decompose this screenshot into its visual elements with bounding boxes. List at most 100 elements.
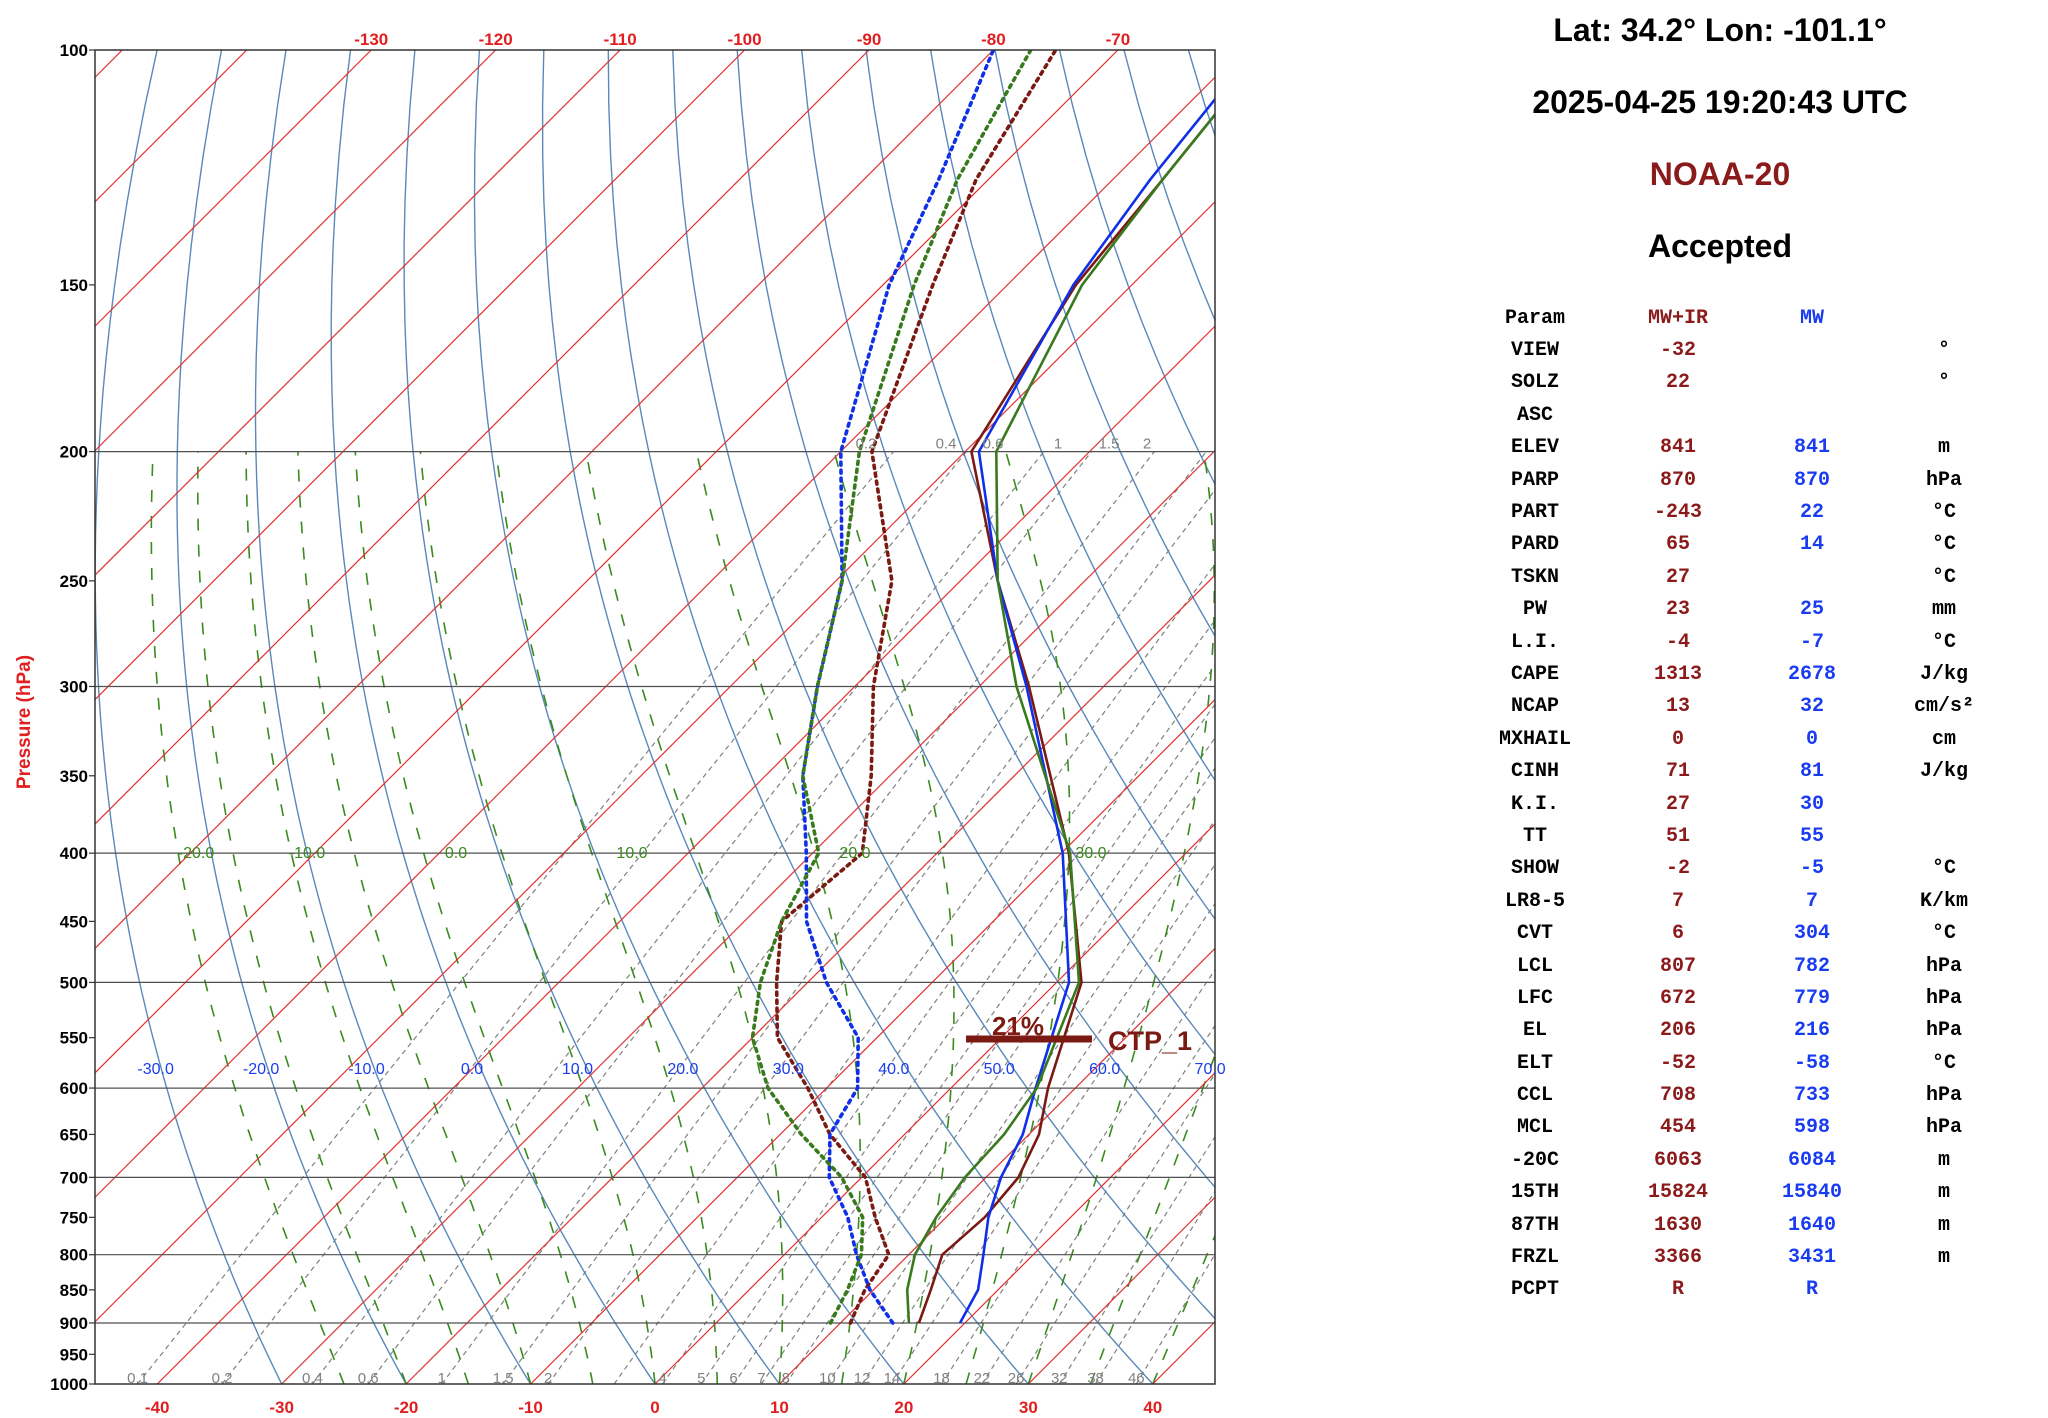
dry-adiabat-line (736, 50, 1215, 1189)
mwir-value: 23 (1665, 598, 1690, 622)
mwir-value: 6063 (1653, 1148, 1702, 1172)
unit-value: hPa (1925, 1084, 1962, 1108)
quality-status: Accepted (1647, 228, 1793, 264)
mwir-value: 6 (1671, 922, 1684, 946)
temperature-tick-label-top: -90 (857, 30, 882, 49)
moist-adiabat-label: 0.0 (445, 845, 467, 862)
table-row: PARP 870 870 hPa (1460, 464, 2010, 496)
mw-value: 55 (1799, 824, 1824, 848)
isotherm-line (95, 50, 870, 825)
mwir-value: 807 (1659, 954, 1696, 978)
mw-value (1746, 561, 1878, 593)
mixing-ratio-line (1058, 1135, 1215, 1384)
table-row: NCAP 13 32 cm/s² (1460, 691, 2010, 723)
unit-value: hPa (1925, 468, 1962, 492)
mixing-ratio-line (221, 451, 967, 1384)
unit-value: cm (1931, 727, 1956, 751)
moist-adiabat-label: 10.0 (616, 845, 647, 862)
unit-value: °C (1931, 857, 1956, 881)
table-row: CAPE 1313 2678 J/kg (1460, 658, 2010, 690)
chart-labels: 1001502002503003504004505005506006507007… (50, 30, 1226, 1417)
param-name: FRZL (1510, 1246, 1559, 1270)
mw-value (1746, 367, 1878, 399)
mwir-value: -4 (1665, 630, 1690, 654)
mixing-ratio-line (861, 863, 1215, 1384)
cloud-top-marker: 21% CTP_1 (966, 1011, 1192, 1056)
param-name: PARP (1510, 468, 1559, 492)
moist-adiabat-line (965, 451, 1071, 1384)
table-row: CINH 71 81 J/kg (1460, 755, 2010, 787)
unit-value: °C (1931, 922, 1956, 946)
temperature-tick-label-top: -120 (479, 30, 513, 49)
param-name: CVT (1516, 922, 1553, 946)
pressure-tick-label: 800 (60, 1246, 88, 1265)
temperature-tick-label: -30 (269, 1398, 294, 1417)
temperature-tick-label: -40 (145, 1398, 170, 1417)
param-name: 87TH (1510, 1213, 1559, 1237)
moist-adiabat-line (419, 451, 656, 1384)
table-row: ELT -52 -58 °C (1460, 1047, 2010, 1079)
unit-value: cm/s² (1913, 695, 1974, 719)
isotherm-line (156, 325, 1215, 1384)
unit-value: hPa (1925, 1019, 1962, 1043)
mw-value: 733 (1793, 1084, 1830, 1108)
unit-value: J/kg (1919, 760, 1968, 784)
param-name: TT (1522, 824, 1547, 848)
mixing-ratio-label-bottom: 6 (729, 1370, 737, 1387)
mixing-ratio-label-bottom: 1 (438, 1370, 446, 1387)
unit-value: hPa (1925, 954, 1962, 978)
mwir-value: R (1671, 1278, 1684, 1302)
temperature-tick-label: -20 (394, 1398, 419, 1417)
table-row: EL 206 216 hPa (1460, 1015, 2010, 1047)
pressure-tick-label: 300 (60, 677, 88, 696)
unit-value (1878, 399, 2010, 431)
dewpoint-profile-line (801, 50, 996, 1325)
mw-value: 841 (1793, 436, 1830, 460)
moist-adiabat-line (354, 451, 594, 1384)
param-name: MXHAIL (1498, 727, 1571, 751)
moist-adiabat-line (833, 451, 955, 1384)
mw-value: 216 (1793, 1019, 1830, 1043)
pressure-tick-label: 100 (60, 41, 88, 60)
pressure-tick-label: 250 (60, 572, 88, 591)
param-name: L.I. (1510, 630, 1559, 654)
param-name: ASC (1516, 403, 1553, 427)
pressure-tick-label: 400 (60, 844, 88, 863)
param-name: 15TH (1510, 1181, 1559, 1205)
moist-adiabat-line (1152, 1233, 1215, 1384)
y-axis-label: Pressure (hPa) (14, 655, 35, 789)
skew-t-chart: 1001502002503003504004505005506006507007… (14, 30, 1226, 1417)
isotherm-line (903, 1072, 1215, 1384)
isotherm-line (405, 574, 1215, 1384)
mixing-ratio-line (700, 664, 1215, 1384)
mwir-value: 7 (1671, 889, 1684, 913)
table-row: SHOW -2 -5 °C (1460, 853, 2010, 885)
mixing-ratio-label-bottom: 12 (854, 1370, 871, 1387)
table-row: MXHAIL 0 0 cm (1460, 723, 2010, 755)
table-row: PART -243 22 °C (1460, 496, 2010, 528)
mixing-ratio-label-top: 2 (1143, 436, 1151, 453)
unit-value: °C (1931, 533, 1956, 557)
pressure-tick-label: 950 (60, 1345, 88, 1364)
dry-adiabat-label: 50.0 (984, 1061, 1015, 1078)
dry-adiabat-label: 20.0 (667, 1061, 698, 1078)
mw-value: 0 (1805, 727, 1818, 751)
temperature-tick-label-top: -110 (604, 30, 637, 49)
pressure-tick-label: 600 (60, 1079, 88, 1098)
mw-value: R (1805, 1278, 1818, 1302)
param-name: PCPT (1510, 1278, 1559, 1302)
mw-value: 15840 (1781, 1181, 1842, 1205)
dry-adiabat-line (330, 50, 656, 1384)
mixing-ratio-label-bottom: 0.4 (302, 1370, 323, 1387)
mw-value: 14 (1799, 533, 1824, 557)
mwir-value: 27 (1665, 565, 1690, 589)
dry-adiabat-label: 70.0 (1195, 1061, 1226, 1078)
mwir-value: 22 (1665, 371, 1690, 395)
table-row: CCL 708 733 hPa (1460, 1079, 2010, 1111)
unit-value: m (1937, 1181, 1950, 1205)
mixing-ratio-label-bottom: 2 (544, 1370, 552, 1387)
mixing-ratio-line (502, 451, 1207, 1384)
unit-value (1878, 1274, 2010, 1306)
isotherm-line (95, 50, 994, 950)
param-name: CCL (1516, 1084, 1553, 1108)
